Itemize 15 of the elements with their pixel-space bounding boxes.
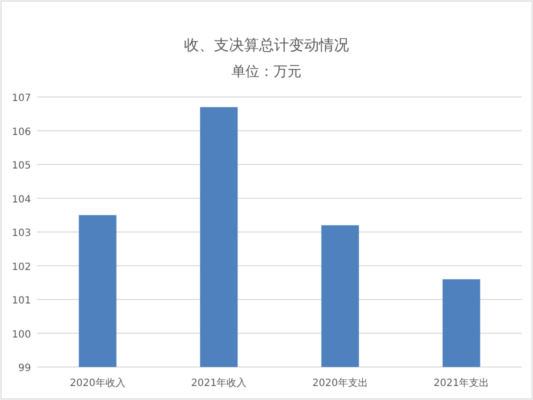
x-tick-label: 2020年支出 xyxy=(312,377,368,389)
chart-title: 收、支决算总计变动情况 xyxy=(184,36,349,54)
y-tick-label: 104 xyxy=(12,194,31,206)
y-tick-label: 107 xyxy=(12,93,31,104)
x-tick-label: 2021年收入 xyxy=(191,377,247,389)
y-tick-label: 100 xyxy=(12,329,31,340)
y-tick-label: 102 xyxy=(12,262,31,273)
y-tick-label: 99 xyxy=(18,363,31,374)
x-tick-label: 2021年支出 xyxy=(434,377,490,389)
y-tick-label: 106 xyxy=(12,126,31,138)
chart-subtitle: 单位：万元 xyxy=(232,64,302,80)
x-tick-label: 2020年收入 xyxy=(70,377,126,389)
y-tick-label: 105 xyxy=(12,160,31,172)
y-tick-label: 103 xyxy=(12,228,31,239)
y-tick-label: 101 xyxy=(12,296,31,306)
